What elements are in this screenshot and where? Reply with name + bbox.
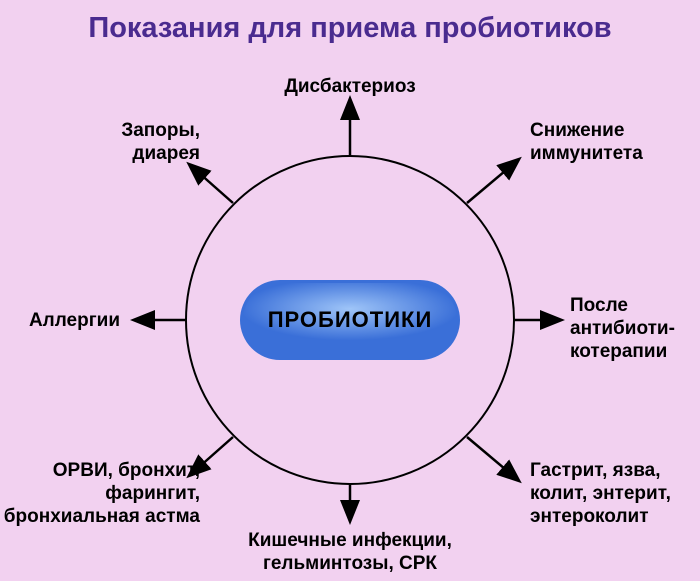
label-left: Аллергии [29, 310, 120, 333]
arrow-1 [467, 160, 518, 203]
arrow-7 [190, 165, 233, 203]
label-bottom: Кишечные инфекции, гельминтозы, СРК [248, 530, 452, 576]
diagram-canvas: Показания для приема пробиотиков ПРОБИОТ… [0, 0, 700, 581]
label-top: Дисбактериоз [284, 76, 415, 99]
label-top-left: Запоры, диарея [121, 120, 200, 166]
label-right: После антибиоти- котерапии [570, 295, 675, 363]
arrow-3 [467, 437, 518, 480]
label-bottom-left: ОРВИ, бронхит, фарингит, бронхиальная ас… [4, 460, 200, 528]
label-top-right: Снижение иммунитета [530, 120, 643, 166]
label-bottom-right: Гастрит, язва, колит, энтерит, энтерокол… [530, 460, 671, 528]
